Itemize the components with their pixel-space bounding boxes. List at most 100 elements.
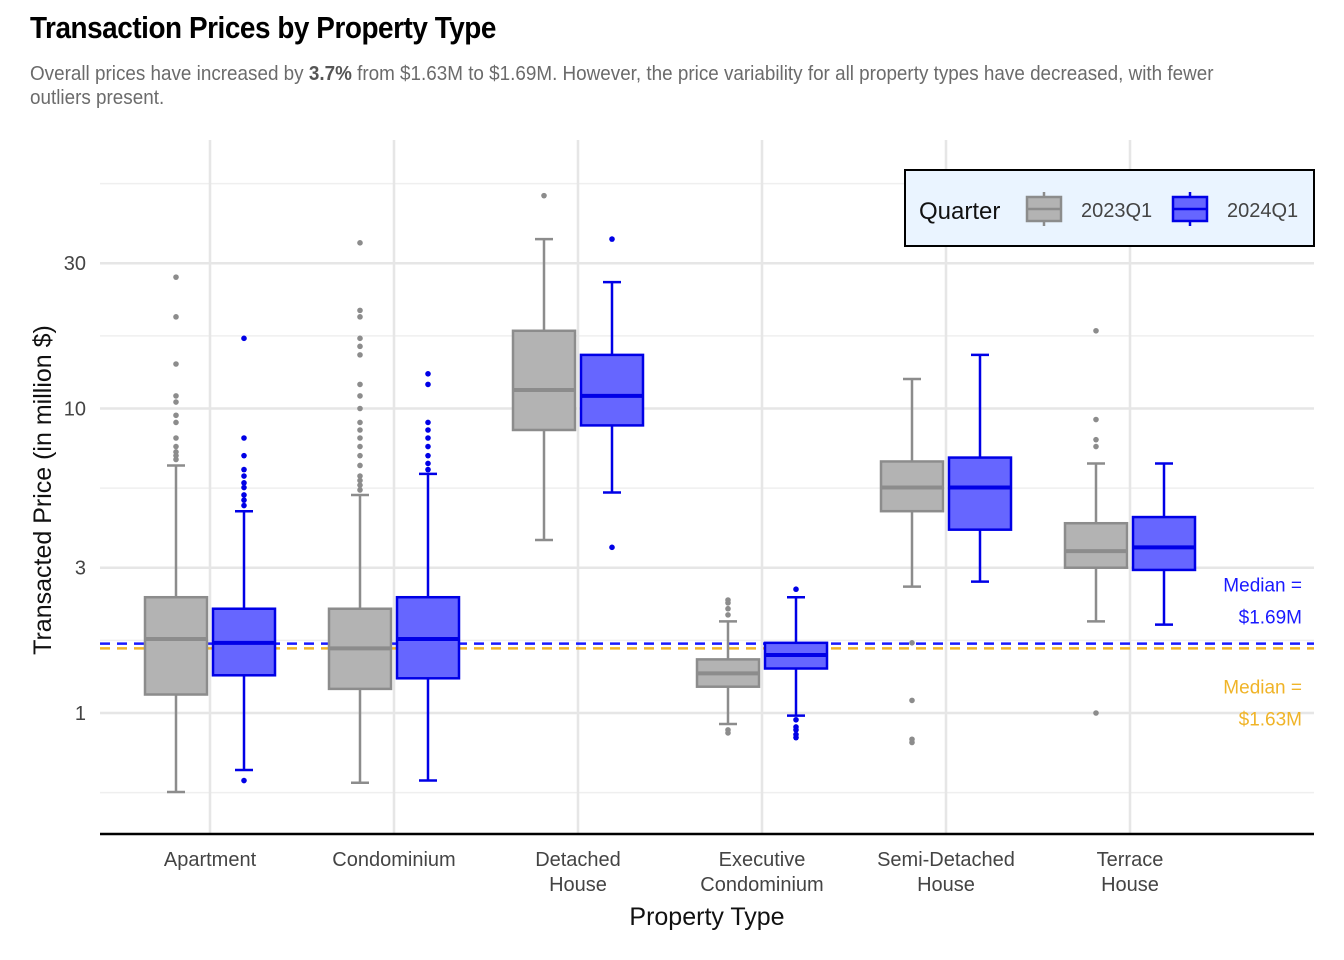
median-annotation: $1.63M (1239, 709, 1302, 730)
outlier-point (793, 586, 799, 593)
iqr-box (579, 353, 645, 427)
outlier-point (173, 361, 179, 367)
boxes-layer (143, 192, 1197, 794)
x-tick-label: Executive (719, 849, 806, 871)
box-2023Q1 (695, 597, 761, 736)
chart-title: Transaction Prices by Property Type (30, 10, 496, 45)
box-2024Q1 (211, 335, 277, 784)
iqr-box (143, 595, 209, 696)
x-tick-label: Condominium (332, 849, 455, 871)
outlier-point (357, 240, 363, 246)
outlier-point (357, 405, 363, 412)
outlier-point (241, 480, 247, 486)
grid-layer (100, 140, 1314, 834)
iqr-box (1131, 515, 1197, 572)
outlier-point (725, 612, 731, 618)
outlier-point (909, 697, 915, 704)
subtitle-highlight: 3.7% (308, 62, 352, 85)
outlier-point (173, 419, 179, 426)
outlier-point (425, 466, 431, 473)
outlier-point (241, 502, 247, 509)
legend-box (904, 169, 1315, 247)
outlier-point (357, 381, 363, 388)
outlier-point (357, 314, 363, 320)
outlier-point (425, 381, 431, 388)
y-tick-label: 10 (64, 399, 86, 421)
box-2024Q1 (579, 236, 645, 551)
y-tick-label: 1 (75, 703, 86, 725)
x-tick-label: Condominium (700, 874, 823, 896)
chart-subtitle: Overall prices have increased by 3.7% fr… (30, 62, 1226, 110)
legend-label: 2024Q1 (1227, 200, 1298, 222)
outlier-point (425, 419, 431, 426)
x-tick-label: Semi-Detached (877, 849, 1015, 871)
outlier-point (241, 484, 247, 491)
outlier-point (357, 427, 363, 433)
outlier-point (357, 419, 363, 426)
x-axis-title: Property Type (629, 903, 784, 931)
outlier-point (357, 352, 363, 358)
outlier-point (793, 716, 799, 723)
median-annotation: $1.69M (1239, 608, 1302, 629)
outlier-point (1093, 436, 1099, 443)
outlier-point (725, 597, 731, 603)
outlier-point (241, 492, 247, 498)
legend: Quarter 2023Q1 2024Q1 (904, 169, 1315, 247)
outlier-point (1093, 710, 1099, 716)
box-2023Q1 (1063, 327, 1129, 716)
legend-title: Quarter (919, 198, 1000, 225)
outlier-point (1093, 327, 1099, 334)
outlier-point (357, 487, 363, 493)
box-2023Q1 (327, 240, 393, 785)
outlier-point (909, 640, 915, 646)
outlier-point (241, 335, 247, 342)
outlier-point (425, 443, 431, 450)
iqr-box (947, 456, 1013, 531)
outlier-point (173, 314, 179, 320)
x-tick-label: Apartment (164, 849, 257, 871)
outlier-point (173, 393, 179, 399)
y-tick-label: 30 (64, 253, 86, 275)
subtitle-prefix: Overall prices have increased by (30, 62, 309, 85)
box-2023Q1 (879, 377, 945, 746)
outlier-point (609, 544, 615, 551)
outlier-point (425, 452, 431, 459)
x-tick-label: House (1101, 874, 1159, 896)
outlier-point (357, 343, 363, 350)
box-2023Q1 (143, 274, 209, 794)
median-annotation: Median = (1223, 677, 1302, 698)
outlier-point (357, 443, 363, 450)
iqr-box (1063, 521, 1129, 569)
median-annotation: Median = (1223, 576, 1302, 597)
outlier-point (173, 399, 179, 405)
box-2024Q1 (1131, 462, 1197, 626)
outlier-point (173, 274, 179, 280)
iqr-box (511, 329, 577, 432)
outlier-point (357, 452, 363, 459)
x-tick-label: House (549, 874, 607, 896)
outlier-point (793, 734, 799, 741)
outlier-point (357, 393, 363, 399)
outlier-point (425, 435, 431, 441)
outlier-point (357, 473, 363, 479)
outlier-point (425, 371, 431, 377)
box-2024Q1 (763, 586, 829, 741)
x-tick-label: House (917, 874, 975, 896)
outlier-point (241, 435, 247, 441)
outlier-point (357, 482, 363, 488)
x-tick-label: Detached (535, 849, 621, 871)
axes-layer: 1 3 10 30 Apartment Condominium Detached House E… (29, 253, 1314, 931)
outlier-point (725, 605, 731, 612)
y-axis-title: Transacted Price (in million $) (29, 325, 57, 655)
outlier-point (1093, 443, 1099, 450)
outlier-point (173, 435, 179, 441)
box-2024Q1 (947, 353, 1013, 583)
outlier-point (241, 452, 247, 459)
x-tick-label: Terrace (1097, 849, 1164, 871)
outlier-point (241, 777, 247, 784)
y-tick-label: 3 (75, 558, 86, 580)
outlier-point (241, 466, 247, 473)
outlier-point (357, 435, 363, 441)
box-2023Q1 (511, 192, 577, 542)
